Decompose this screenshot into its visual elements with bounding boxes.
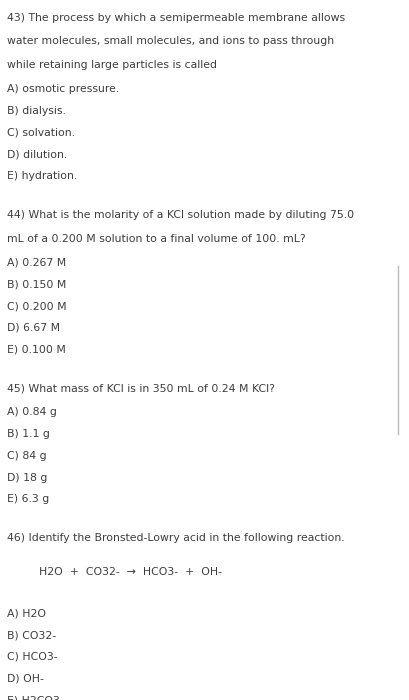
- Text: D) 18 g: D) 18 g: [7, 473, 48, 482]
- Text: A) osmotic pressure.: A) osmotic pressure.: [7, 84, 119, 94]
- Text: while retaining large particles is called: while retaining large particles is calle…: [7, 60, 217, 70]
- Text: E) 6.3 g: E) 6.3 g: [7, 494, 49, 504]
- Text: C) HCO3-: C) HCO3-: [7, 652, 58, 662]
- Text: B) 1.1 g: B) 1.1 g: [7, 429, 50, 439]
- Text: H2O  +  CO32-  →  HCO3-  +  OH-: H2O + CO32- → HCO3- + OH-: [39, 567, 222, 577]
- Text: 44) What is the molarity of a KCl solution made by diluting 75.0: 44) What is the molarity of a KCl soluti…: [7, 210, 355, 220]
- Text: A) 0.267 M: A) 0.267 M: [7, 258, 67, 267]
- Text: B) 0.150 M: B) 0.150 M: [7, 279, 67, 289]
- Text: D) dilution.: D) dilution.: [7, 149, 67, 159]
- Text: D) OH-: D) OH-: [7, 673, 44, 683]
- Text: E) H2CO3: E) H2CO3: [7, 695, 60, 700]
- Text: 46) Identify the Bronsted-Lowry acid in the following reaction.: 46) Identify the Bronsted-Lowry acid in …: [7, 533, 345, 543]
- Text: A) 0.84 g: A) 0.84 g: [7, 407, 57, 417]
- Text: E) 0.100 M: E) 0.100 M: [7, 344, 66, 354]
- Text: A) H2O: A) H2O: [7, 608, 46, 618]
- Text: C) 84 g: C) 84 g: [7, 451, 47, 461]
- Text: mL of a 0.200 M solution to a final volume of 100. mL?: mL of a 0.200 M solution to a final volu…: [7, 234, 306, 244]
- Text: D) 6.67 M: D) 6.67 M: [7, 323, 61, 332]
- Text: C) solvation.: C) solvation.: [7, 127, 75, 137]
- Text: 43) The process by which a semipermeable membrane allows: 43) The process by which a semipermeable…: [7, 13, 346, 22]
- Text: B) CO32-: B) CO32-: [7, 630, 56, 640]
- Text: C) 0.200 M: C) 0.200 M: [7, 301, 67, 311]
- Text: B) dialysis.: B) dialysis.: [7, 106, 66, 116]
- Text: water molecules, small molecules, and ions to pass through: water molecules, small molecules, and io…: [7, 36, 335, 46]
- Text: 45) What mass of KCl is in 350 mL of 0.24 M KCl?: 45) What mass of KCl is in 350 mL of 0.2…: [7, 384, 275, 393]
- Text: E) hydration.: E) hydration.: [7, 171, 78, 181]
